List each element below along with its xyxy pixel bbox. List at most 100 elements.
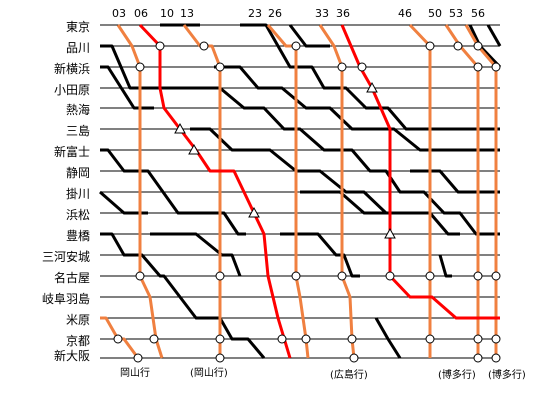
destination-label: (博多行) <box>438 368 476 381</box>
train-line <box>410 169 500 194</box>
stop-marker <box>199 41 209 51</box>
station-label: 掛川 <box>66 186 90 201</box>
train-line <box>182 24 222 358</box>
station-label: 豊橋 <box>66 229 90 243</box>
train-line <box>100 232 266 359</box>
triangle-marker <box>384 227 396 239</box>
station-label: 熱海 <box>66 102 90 117</box>
train-line <box>464 24 498 358</box>
stop-marker <box>425 41 435 51</box>
stop-marker <box>215 62 225 72</box>
train-line <box>240 23 500 131</box>
stop-marker <box>301 334 311 344</box>
station-label: 新横浜 <box>54 61 90 76</box>
train-line <box>100 44 160 90</box>
station-label: 小田原 <box>54 83 90 97</box>
train-line <box>374 317 402 359</box>
triangle-marker <box>188 143 200 155</box>
minute-label: 10 <box>160 7 174 20</box>
stop-marker <box>473 41 483 51</box>
stop-marker <box>337 62 347 72</box>
stop-marker <box>135 271 145 281</box>
train-line <box>288 24 330 48</box>
stop-marker <box>337 271 347 281</box>
station-label: 岐阜羽島 <box>42 291 90 306</box>
minute-label: 46 <box>398 7 412 20</box>
destination-label: (岡山行) <box>190 366 228 379</box>
stop-marker <box>491 271 501 281</box>
minute-label: 03 <box>112 7 126 20</box>
stop-marker <box>215 271 225 281</box>
minute-label: 36 <box>336 7 350 20</box>
triangle-marker <box>174 122 186 134</box>
station-label: 浜松 <box>66 208 90 222</box>
stop-markers <box>113 41 501 363</box>
station-label: 米原 <box>66 313 90 327</box>
station-label: 東京 <box>66 20 90 34</box>
train-line <box>300 190 388 215</box>
minute-label: 56 <box>471 7 485 20</box>
stop-marker <box>385 271 395 281</box>
stop-marker <box>425 334 435 344</box>
destination-label: (広島行) <box>330 368 368 381</box>
destination-label: (博多行) <box>488 368 526 381</box>
station-label: 静岡 <box>66 166 90 180</box>
station-labels: 東京 品川 新横浜 小田原 熱海 三島 新富士 静岡 掛川 浜松 豊橋 三河安城… <box>42 20 90 363</box>
stop-marker <box>473 271 483 281</box>
minute-label: 26 <box>268 7 282 20</box>
station-label: 新富士 <box>54 144 90 159</box>
stop-marker <box>357 62 367 72</box>
train-line <box>486 24 502 47</box>
minute-label: 50 <box>428 7 442 20</box>
stop-marker <box>491 62 501 72</box>
stop-marker <box>491 353 501 363</box>
stop-marker <box>277 334 287 344</box>
destination-labels: 岡山行 (岡山行) (広島行) (博多行) (博多行) <box>120 366 526 381</box>
triangle-marker <box>248 206 260 218</box>
station-label: 新大阪 <box>54 348 90 363</box>
destination-label: 岡山行 <box>120 366 150 379</box>
minute-label: 13 <box>180 7 194 20</box>
stop-marker <box>291 271 301 281</box>
train-line <box>160 86 500 236</box>
stop-marker <box>473 334 483 344</box>
minute-label: 23 <box>248 7 262 20</box>
station-label: 三河安城 <box>42 249 90 264</box>
train-line <box>438 254 452 278</box>
stop-marker <box>149 334 159 344</box>
stop-marker <box>349 353 359 363</box>
train-line <box>214 65 500 152</box>
stop-marker <box>215 353 225 363</box>
train-line <box>150 232 242 277</box>
stop-marker <box>155 41 165 51</box>
minute-label: 33 <box>315 7 329 20</box>
stop-marker <box>453 41 463 51</box>
stop-marker <box>133 353 143 363</box>
black-train-lines <box>99 23 502 359</box>
train-line <box>190 127 460 236</box>
train-line <box>100 148 246 236</box>
stop-marker <box>291 41 301 51</box>
minute-label: 06 <box>134 7 148 20</box>
stop-marker <box>473 62 483 72</box>
stop-marker <box>491 334 501 344</box>
minute-labels: 03 06 10 13 23 26 33 36 46 50 53 56 <box>112 7 485 20</box>
stop-marker <box>113 334 123 344</box>
train-line <box>444 24 480 358</box>
minute-label: 53 <box>449 7 463 20</box>
stop-marker <box>215 334 225 344</box>
station-label: 品川 <box>66 41 90 55</box>
station-label: 名古屋 <box>54 270 90 285</box>
stop-marker <box>135 62 145 72</box>
train-line <box>138 23 292 359</box>
stop-marker <box>473 353 483 363</box>
triangle-markers <box>174 81 396 239</box>
stop-marker <box>425 271 435 281</box>
train-line <box>100 65 154 110</box>
stop-marker <box>347 334 357 344</box>
triangle-marker <box>366 81 378 93</box>
station-label: 京都 <box>66 334 90 348</box>
train-line <box>280 232 360 278</box>
station-label: 三島 <box>66 123 90 138</box>
